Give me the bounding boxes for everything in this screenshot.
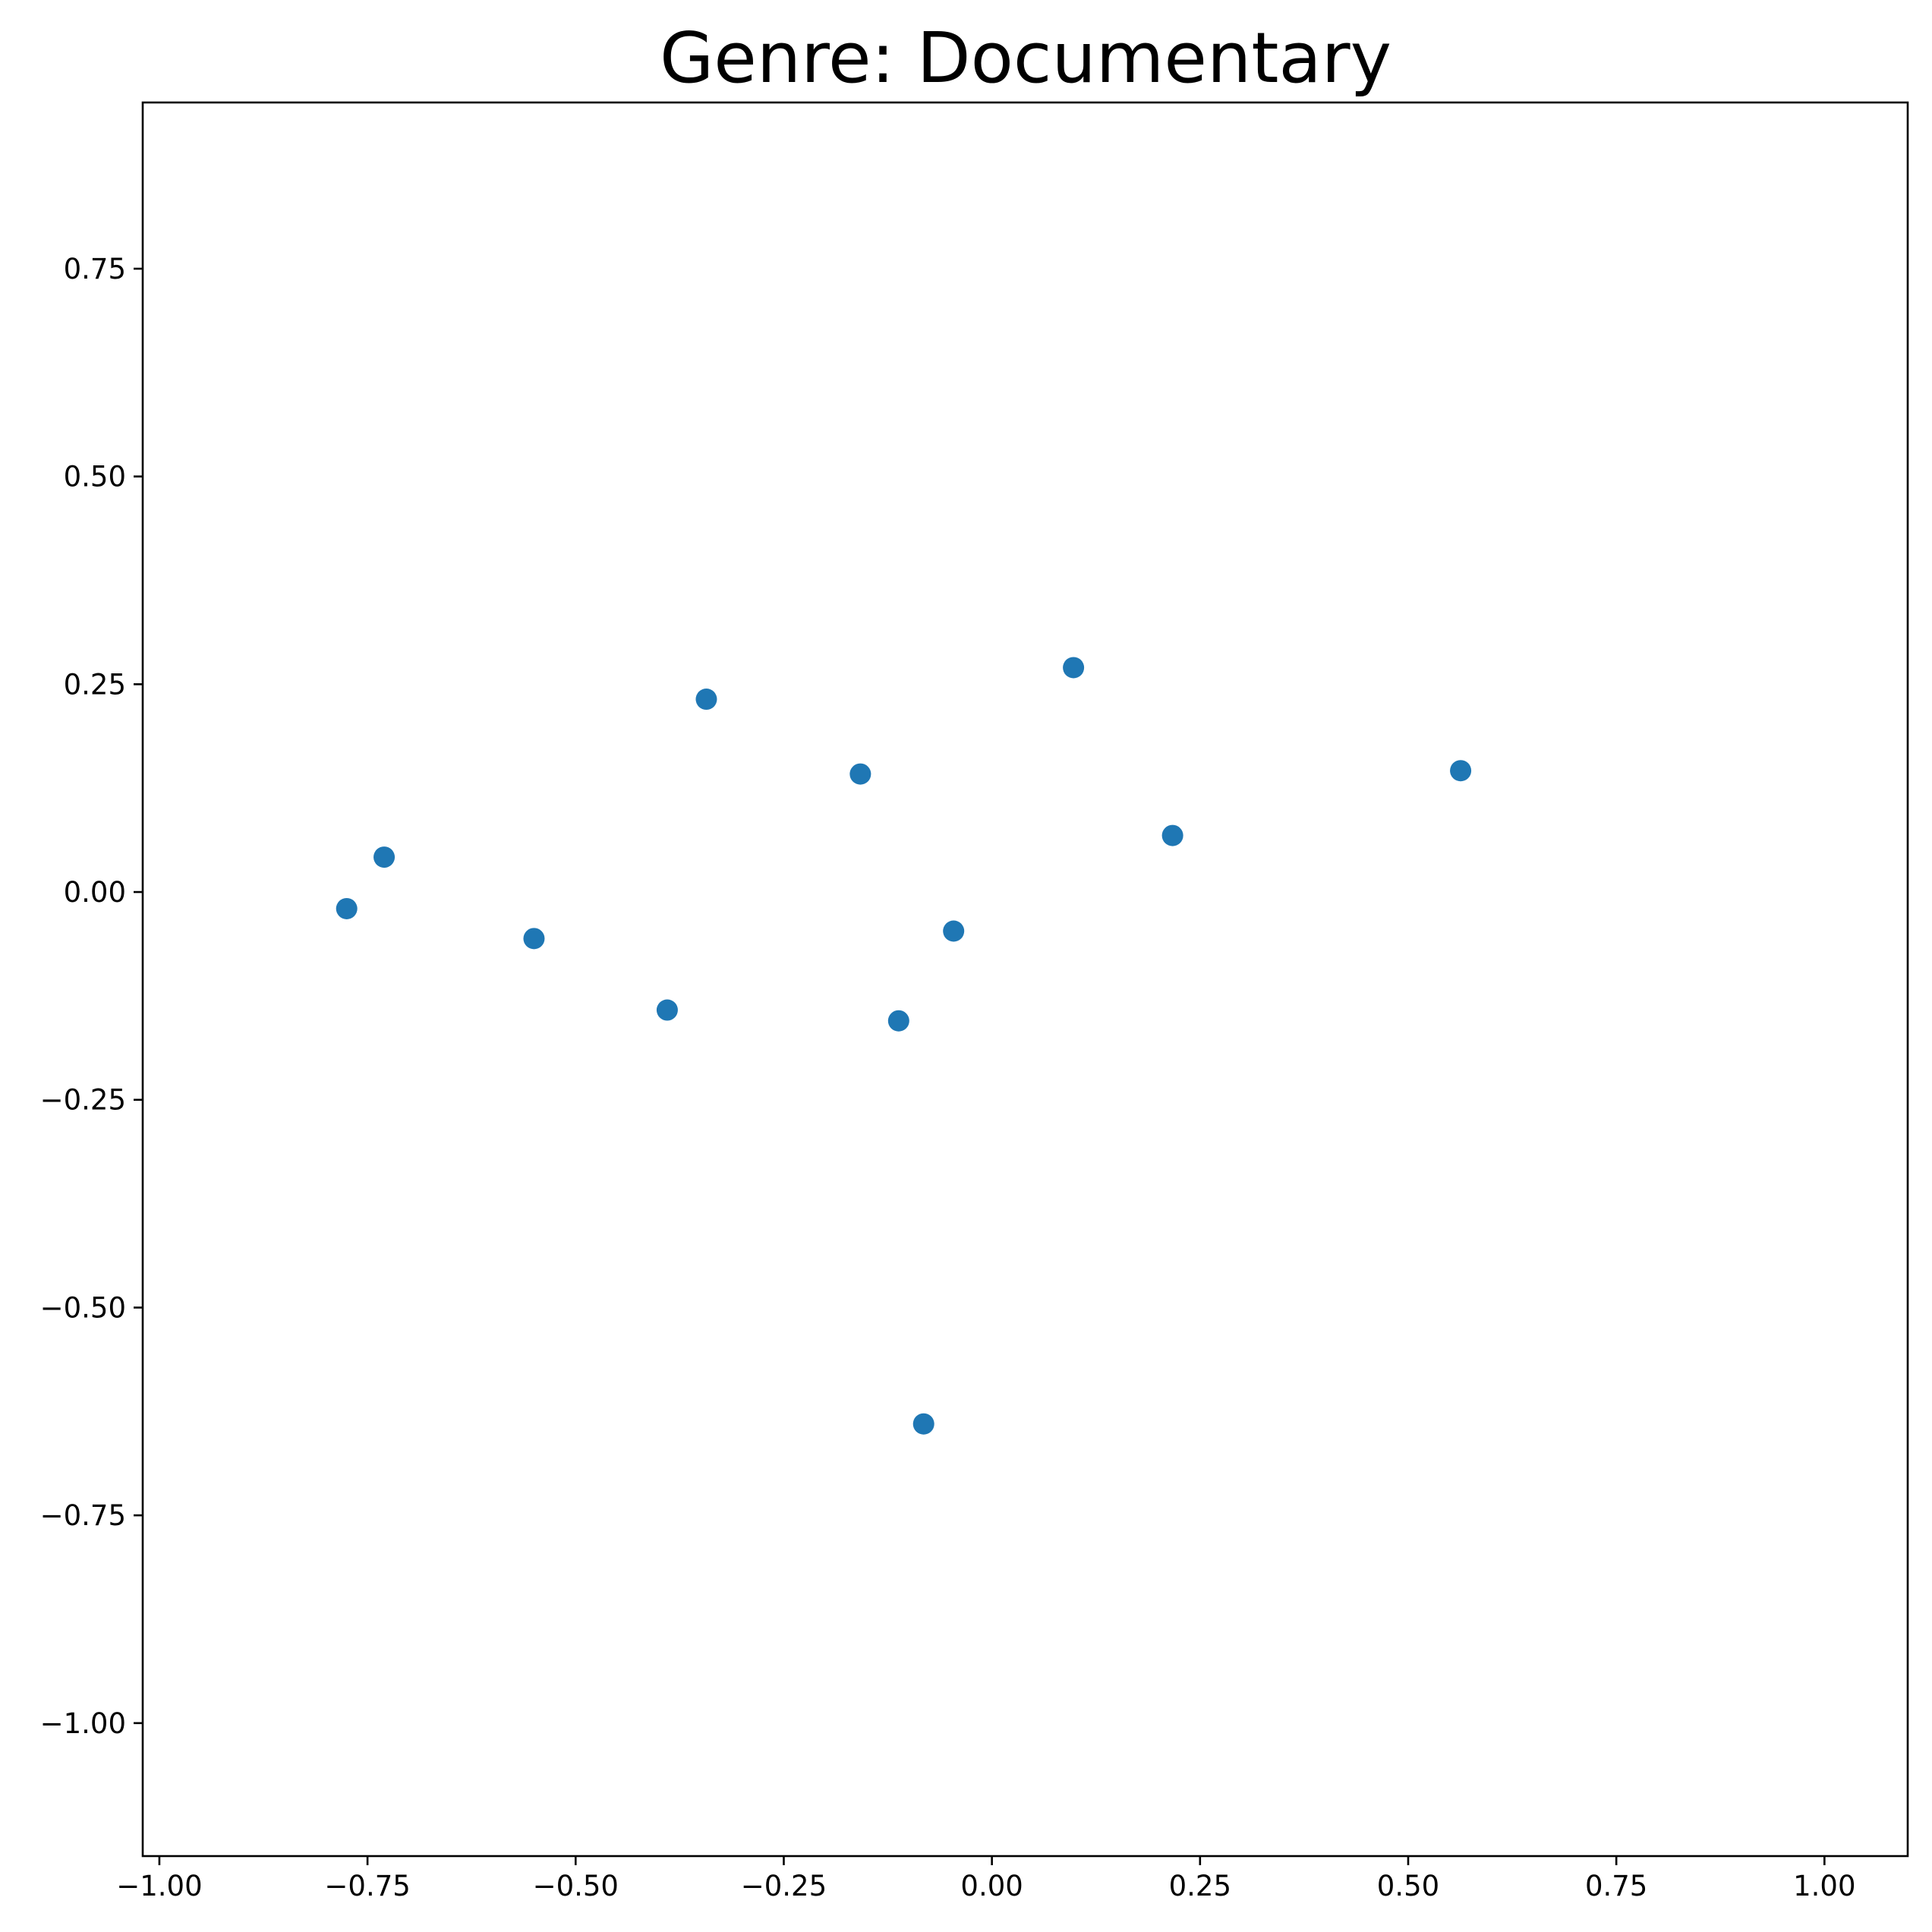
x-tick-label-3: −0.50: [533, 1870, 619, 1902]
plot-area: [141, 101, 1909, 1858]
x-tick-label-5: 0.00: [960, 1870, 1023, 1902]
data-point-1: [336, 897, 358, 919]
data-points: [336, 657, 1472, 1435]
data-point-2: [373, 846, 396, 868]
data-point-6: [849, 763, 871, 785]
y-tick-label-8: −1.00: [40, 1707, 126, 1740]
y-tick-label-1: 0.75: [64, 253, 126, 285]
data-point-7: [887, 1010, 909, 1032]
data-point-12: [1450, 760, 1472, 782]
chart-title: Genre: Documentary: [660, 17, 1391, 99]
y-tick-label-6: −0.50: [40, 1291, 126, 1324]
data-point-4: [656, 999, 678, 1021]
x-tick-label-6: 0.25: [1169, 1870, 1231, 1902]
x-tick-label-2: −0.75: [324, 1870, 410, 1902]
x-axis: −1.00 −0.75 −0.50 −0.25 0.00 0.25 0.50 0.75 1.00: [116, 1856, 1856, 1902]
x-tick-label-4: −0.25: [741, 1870, 827, 1902]
data-point-3: [523, 928, 545, 950]
y-tick-label-4: 0.00: [64, 876, 126, 909]
y-tick-label-3: 0.25: [64, 668, 126, 701]
data-point-9: [912, 1413, 934, 1435]
y-axis: 0.75 0.50 0.25 0.00 −0.25 −0.50 −0.75 −1.00: [40, 253, 143, 1740]
y-tick-label-7: −0.75: [40, 1499, 126, 1532]
y-tick-label-2: 0.50: [64, 461, 126, 493]
x-tick-label-7: 0.50: [1377, 1870, 1439, 1902]
data-point-8: [943, 920, 965, 942]
data-point-11: [1161, 824, 1183, 846]
x-tick-label-9: 1.00: [1793, 1870, 1855, 1902]
data-point-5: [695, 689, 717, 711]
data-point-10: [1063, 657, 1085, 679]
x-tick-label-1: −1.00: [116, 1870, 202, 1902]
x-tick-label-8: 0.75: [1585, 1870, 1647, 1902]
axes-frame: [141, 101, 1909, 1858]
y-tick-label-5: −0.25: [40, 1084, 126, 1117]
